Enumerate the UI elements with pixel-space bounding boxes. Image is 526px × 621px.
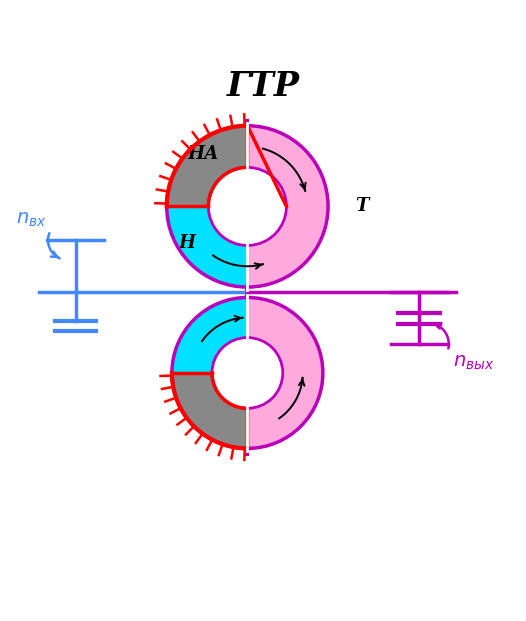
Wedge shape xyxy=(167,125,247,206)
Wedge shape xyxy=(167,206,247,287)
Wedge shape xyxy=(247,125,328,287)
Text: Н: Н xyxy=(178,233,195,252)
Wedge shape xyxy=(208,168,247,206)
Wedge shape xyxy=(247,297,323,448)
Wedge shape xyxy=(212,373,247,409)
Wedge shape xyxy=(172,373,247,448)
Wedge shape xyxy=(212,338,247,373)
Wedge shape xyxy=(247,338,283,409)
Text: НА: НА xyxy=(187,145,219,163)
Wedge shape xyxy=(208,206,247,245)
Wedge shape xyxy=(172,297,247,373)
Text: $n_{{вых}}$: $n_{{вых}}$ xyxy=(453,353,494,372)
Text: ГТР: ГТР xyxy=(227,70,299,103)
Wedge shape xyxy=(247,168,287,245)
Text: T: T xyxy=(355,197,369,215)
Text: $n_{{вх}}$: $n_{{вх}}$ xyxy=(16,211,46,229)
